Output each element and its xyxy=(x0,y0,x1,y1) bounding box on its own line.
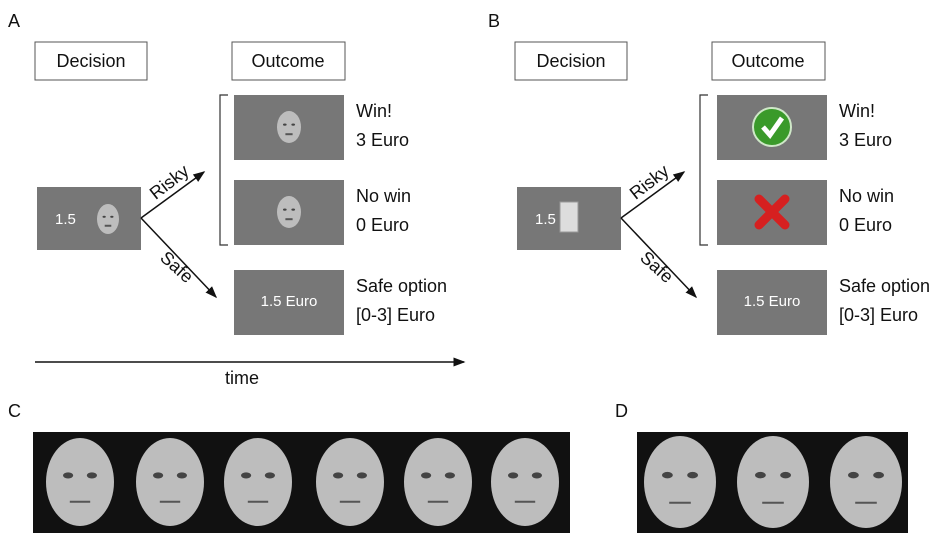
face-eye xyxy=(755,471,766,479)
outcome-text: 0 Euro xyxy=(839,215,892,235)
outcome-text: [0-3] Euro xyxy=(356,305,435,325)
face-eye xyxy=(102,215,106,218)
stage-box xyxy=(711,41,826,81)
panel-label: D xyxy=(615,401,628,421)
face-eye xyxy=(291,208,296,211)
panel-label: A xyxy=(8,11,20,31)
face-eye xyxy=(86,472,97,479)
face-eye xyxy=(283,208,287,211)
outcome-text: 0 Euro xyxy=(356,215,409,235)
time-label: time xyxy=(225,368,259,388)
face-eye xyxy=(780,471,791,479)
face xyxy=(737,436,809,528)
bracket xyxy=(699,94,708,246)
stake: 1.5 xyxy=(55,211,76,228)
stage-box xyxy=(514,41,628,81)
face xyxy=(46,438,114,526)
decision-box xyxy=(37,187,141,250)
branch-label: Safe xyxy=(636,247,677,287)
face-eye xyxy=(63,472,74,479)
face xyxy=(316,438,384,526)
face-eye xyxy=(531,472,543,479)
bracket xyxy=(219,94,228,246)
face-eye xyxy=(356,472,367,479)
outcome-text: 3 Euro xyxy=(356,130,409,150)
stage-label: Outcome xyxy=(251,51,324,71)
face xyxy=(277,196,301,228)
face-eye xyxy=(507,472,519,479)
stage-box xyxy=(231,41,346,81)
face-eye xyxy=(264,472,275,479)
face xyxy=(277,111,301,143)
face-eye xyxy=(873,471,884,479)
cross-icon xyxy=(754,194,790,230)
stage-label: Decision xyxy=(56,51,125,71)
outcome-text: Safe option xyxy=(356,276,447,296)
face xyxy=(644,436,716,528)
outcome-text: 3 Euro xyxy=(839,130,892,150)
face-eye xyxy=(241,472,252,479)
outcome-text: [0-3] Euro xyxy=(839,305,918,325)
stage-label: Decision xyxy=(536,51,605,71)
arrow xyxy=(620,217,698,299)
face xyxy=(830,436,902,528)
face xyxy=(224,438,292,526)
face-eye xyxy=(176,472,187,479)
face-eye xyxy=(291,123,296,126)
stake: 1.5 xyxy=(535,211,556,228)
face xyxy=(491,438,559,526)
arrow xyxy=(620,171,686,219)
safe-amount: 1.5 Euro xyxy=(261,293,318,310)
panel-label: B xyxy=(488,11,500,31)
outcome-text: Win! xyxy=(356,101,392,121)
face-eye xyxy=(444,472,455,479)
arrow xyxy=(140,171,206,219)
face-eye xyxy=(421,472,432,479)
face-eye xyxy=(110,215,114,218)
stage-box xyxy=(34,41,148,81)
outcome-box xyxy=(717,270,827,335)
outcome-text: No win xyxy=(356,186,411,206)
face-eye xyxy=(283,123,287,126)
face xyxy=(136,438,204,526)
outcome-text: No win xyxy=(839,186,894,206)
face-eye xyxy=(687,471,698,479)
face-eye xyxy=(662,471,673,479)
face xyxy=(97,204,119,234)
face-eye xyxy=(153,472,164,479)
outcome-text: Safe option xyxy=(839,276,930,296)
panel-label: C xyxy=(8,401,21,421)
face-eye xyxy=(848,471,859,479)
arrow xyxy=(140,217,218,299)
face-eye xyxy=(333,472,344,479)
face-strip xyxy=(33,432,570,533)
outcome-text: Win! xyxy=(839,101,875,121)
face xyxy=(404,438,472,526)
safe-amount: 1.5 Euro xyxy=(744,293,801,310)
outcome-box xyxy=(234,270,344,335)
check-mark xyxy=(761,116,785,140)
slot-icon xyxy=(559,201,579,233)
branch-label: Safe xyxy=(156,247,197,287)
check-icon xyxy=(752,107,792,147)
stage-label: Outcome xyxy=(731,51,804,71)
